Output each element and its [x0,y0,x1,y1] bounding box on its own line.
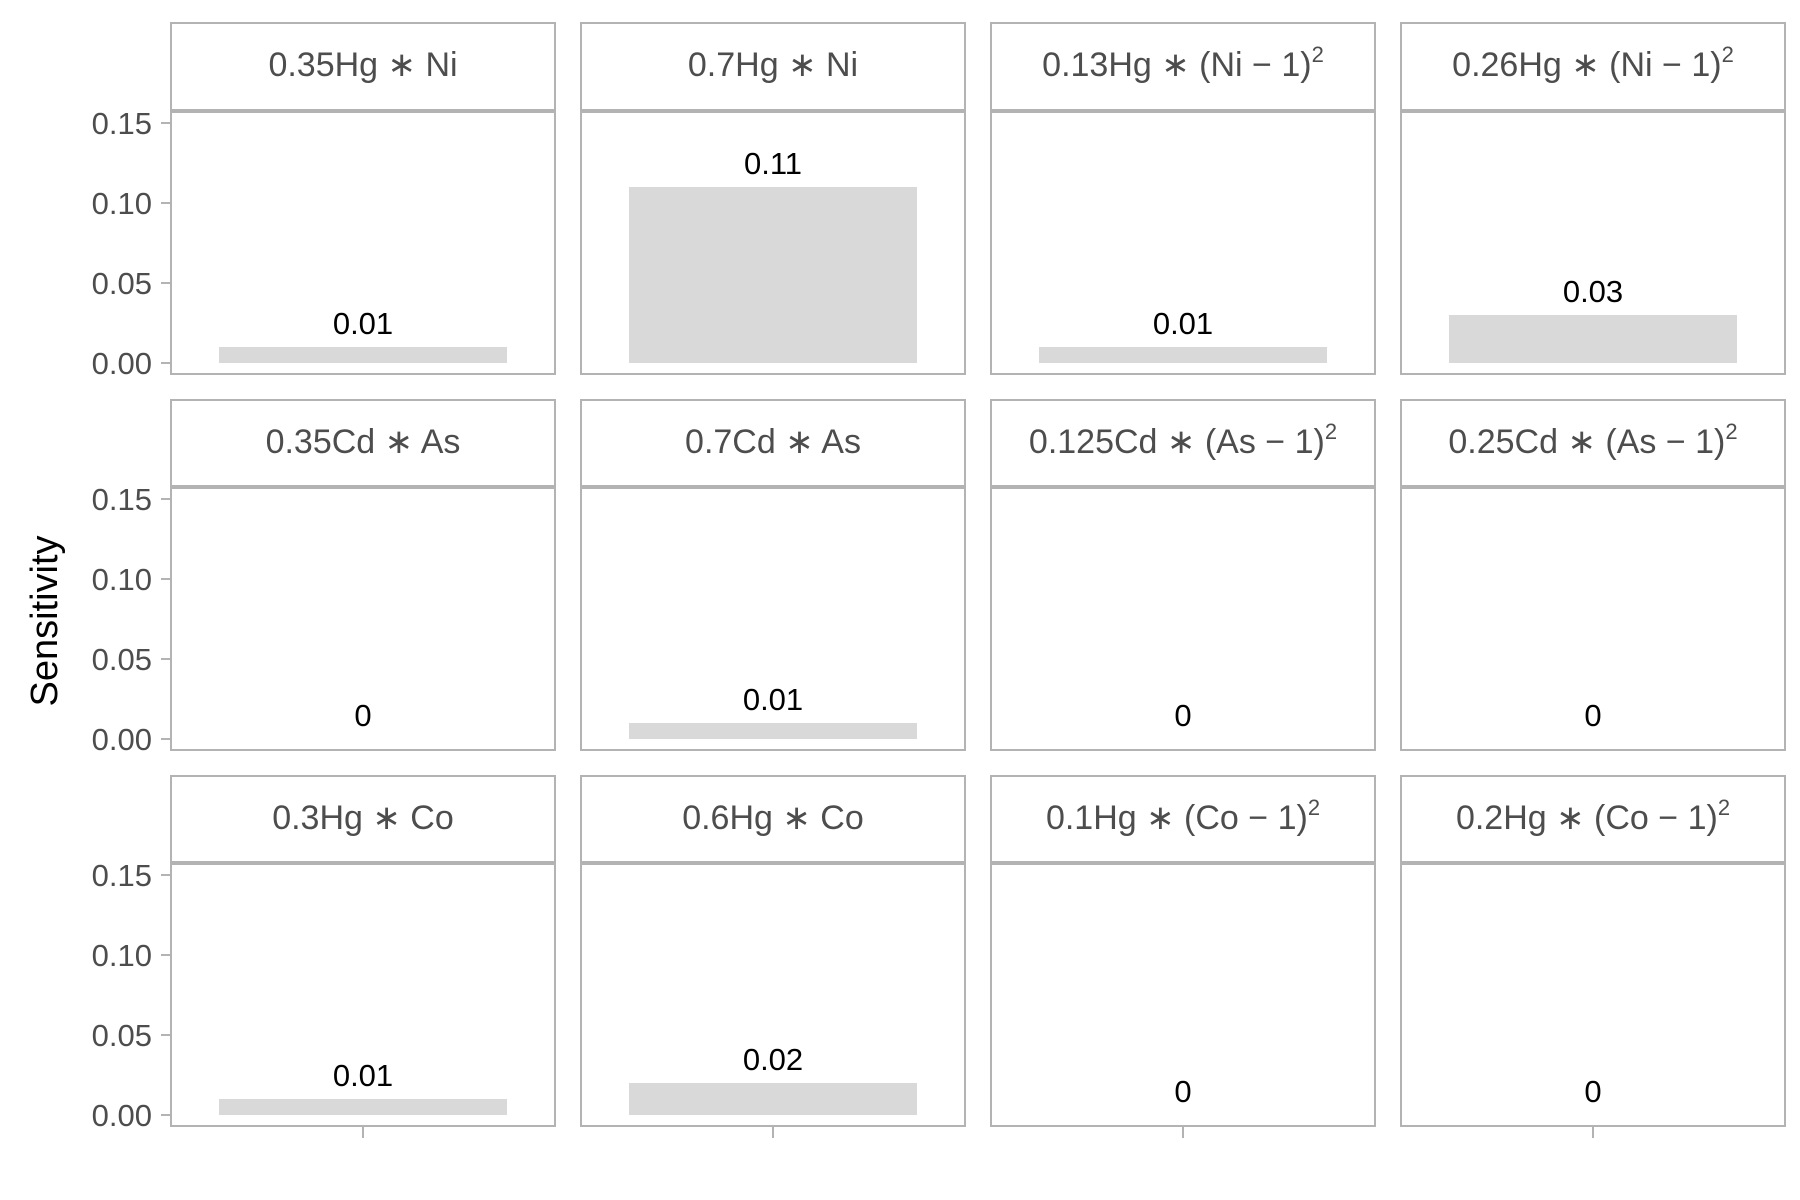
facet-plot-area [580,487,966,751]
y-tick-label: 0.10 [92,938,152,973]
facet-label: 0.125Cd ∗ (As − 1)2 [1029,419,1337,461]
facet-label: 0.6Hg ∗ Co [682,799,864,837]
facet-strip [580,775,966,863]
facet-label: 0.26Hg ∗ (Ni − 1)2 [1452,42,1734,84]
facet-plot-area [990,111,1376,375]
y-tick-label: 0.00 [92,722,152,757]
facet-panel: 0.7Cd ∗ As 0.01 [580,399,966,751]
facet-panel: 0.25Cd ∗ (As − 1)2 0 [1400,399,1786,751]
value-label: 0 [354,698,371,733]
facet-plot-area [1400,487,1786,751]
facet-plot-area [580,111,966,375]
facet-strip [1400,22,1786,111]
facet-plot-area [170,111,556,375]
value-label: 0 [1174,1074,1191,1109]
facet-panel: 0.1Hg ∗ (Co − 1)2 0 [990,775,1376,1138]
facet-panel: 0.26Hg ∗ (Ni − 1)2 0.03 [1400,22,1786,375]
value-label: 0.11 [744,146,802,181]
panels-layer: 0.35Hg ∗ Ni 0.01 0.7Hg ∗ Ni 0.11 0.13Hg ∗ (N… [92,22,1786,1138]
facet-plot-area [170,487,556,751]
facet-strip [990,399,1376,487]
facet-label: 0.1Hg ∗ (Co − 1)2 [1046,795,1320,837]
y-tick-label: 0.00 [92,1098,152,1133]
y-tick-label: 0.05 [92,266,152,301]
y-tick-label: 0.05 [92,642,152,677]
facet-label: 0.7Cd ∗ As [685,423,861,461]
bar [629,1083,917,1115]
facet-panel: 0.2Hg ∗ (Co − 1)2 0 [1400,775,1786,1138]
value-label: 0 [1584,698,1601,733]
facet-strip [990,22,1376,111]
facet-panel: 0.6Hg ∗ Co 0.02 [580,775,966,1138]
bar [219,1099,507,1115]
facet-panel: 0.3Hg ∗ Co 0.01 [170,775,556,1138]
value-label: 0 [1584,1074,1601,1109]
facet-label: 0.7Hg ∗ Ni [688,46,858,84]
facet-panel: 0.125Cd ∗ (As − 1)2 0 [990,399,1376,751]
facet-strip [170,399,556,487]
facet-strip [1400,775,1786,863]
facet-strip [170,22,556,111]
facet-label: 0.3Hg ∗ Co [272,799,454,837]
facet-label: 0.25Cd ∗ (As − 1)2 [1448,419,1737,461]
facet-label: 0.2Hg ∗ (Co − 1)2 [1456,795,1730,837]
bar [629,723,917,739]
y-tick-label: 0.15 [92,858,152,893]
y-tick-label: 0.10 [92,562,152,597]
facet-panel: 0.35Hg ∗ Ni 0.01 [170,22,556,375]
bar [219,347,507,363]
bar [629,187,917,363]
value-label: 0.01 [743,682,803,717]
y-tick-label: 0.15 [92,482,152,517]
value-label: 0.02 [743,1042,803,1077]
bar [1039,347,1327,363]
facet-plot-area [1400,111,1786,375]
y-tick-label: 0.15 [92,106,152,141]
facet-strip [1400,399,1786,487]
value-label: 0.01 [333,306,393,341]
facet-label: 0.35Cd ∗ As [266,423,461,461]
value-label: 0.01 [333,1058,393,1093]
facet-plot-area [990,487,1376,751]
value-label: 0.01 [1153,306,1213,341]
facet-strip [580,399,966,487]
facet-panel: 0.7Hg ∗ Ni 0.11 [580,22,966,375]
value-label: 0.03 [1563,274,1623,309]
y-axis-title: Sensitivity [24,535,66,706]
bar [1449,315,1737,363]
y-tick-label: 0.10 [92,186,152,221]
y-tick-label: 0.05 [92,1018,152,1053]
value-label: 0 [1174,698,1191,733]
facet-label: 0.13Hg ∗ (Ni − 1)2 [1042,42,1324,84]
facet-strip [580,22,966,111]
facet-panel: 0.35Cd ∗ As 0 [170,399,556,751]
facet-panel: 0.13Hg ∗ (Ni − 1)2 0.01 [990,22,1376,375]
facet-strip [170,775,556,863]
facet-strip [990,775,1376,863]
y-tick-label: 0.00 [92,346,152,381]
facet-label: 0.35Hg ∗ Ni [268,46,457,84]
